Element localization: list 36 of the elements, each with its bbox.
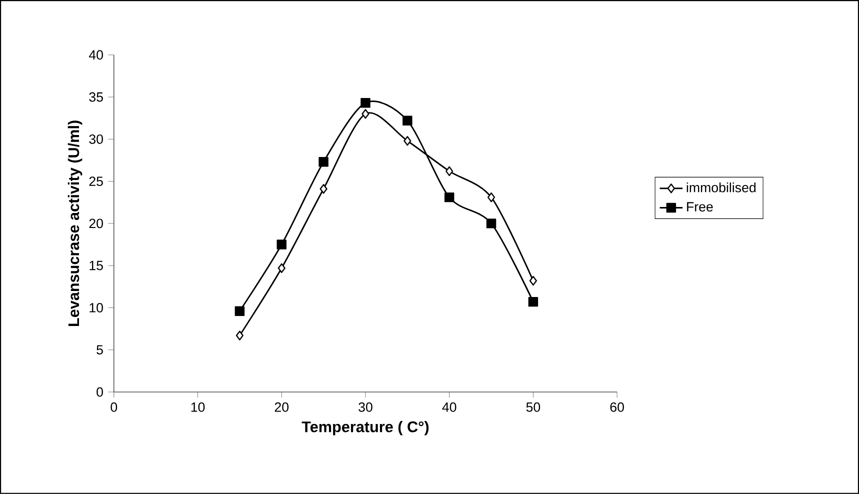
y-tick-label: 5 [96,345,103,355]
point [318,157,328,167]
point [404,136,412,146]
y-axis-title: Levansucrase activity (U/ml) [68,120,82,326]
point [362,109,370,119]
y-tick-label: 40 [88,50,103,60]
x-tick-label: 30 [358,402,372,412]
y-tick-label: 20 [89,218,103,228]
point [446,166,454,176]
y-tick-label: 15 [90,260,103,270]
point [278,263,286,274]
x-tick-label: 20 [274,402,289,412]
point [444,192,454,202]
x-axis-title: Temperature ( C°) [302,421,429,436]
point [360,98,370,108]
y-tick-label: 10 [90,303,103,312]
point [486,218,496,228]
legend-label: immobilised [686,182,756,192]
x-tick-label: 50 [526,402,540,412]
y-tick-label: 25 [89,176,103,186]
point [402,116,412,126]
point [236,330,244,340]
y-tick-label: 30 [89,134,103,144]
point [320,184,328,194]
x-tick-label: 0 [110,402,118,412]
point [234,306,245,316]
x-tick-label: 60 [610,402,624,412]
point [529,276,537,286]
point [276,240,286,250]
x-tick-label: 40 [442,402,456,412]
x-tick-label: 10 [191,402,205,412]
point [487,192,496,202]
y-tick-label: 0 [96,387,103,397]
legend-label: Free [687,202,713,212]
y-tick-label: 35 [89,92,103,102]
point [528,296,538,307]
